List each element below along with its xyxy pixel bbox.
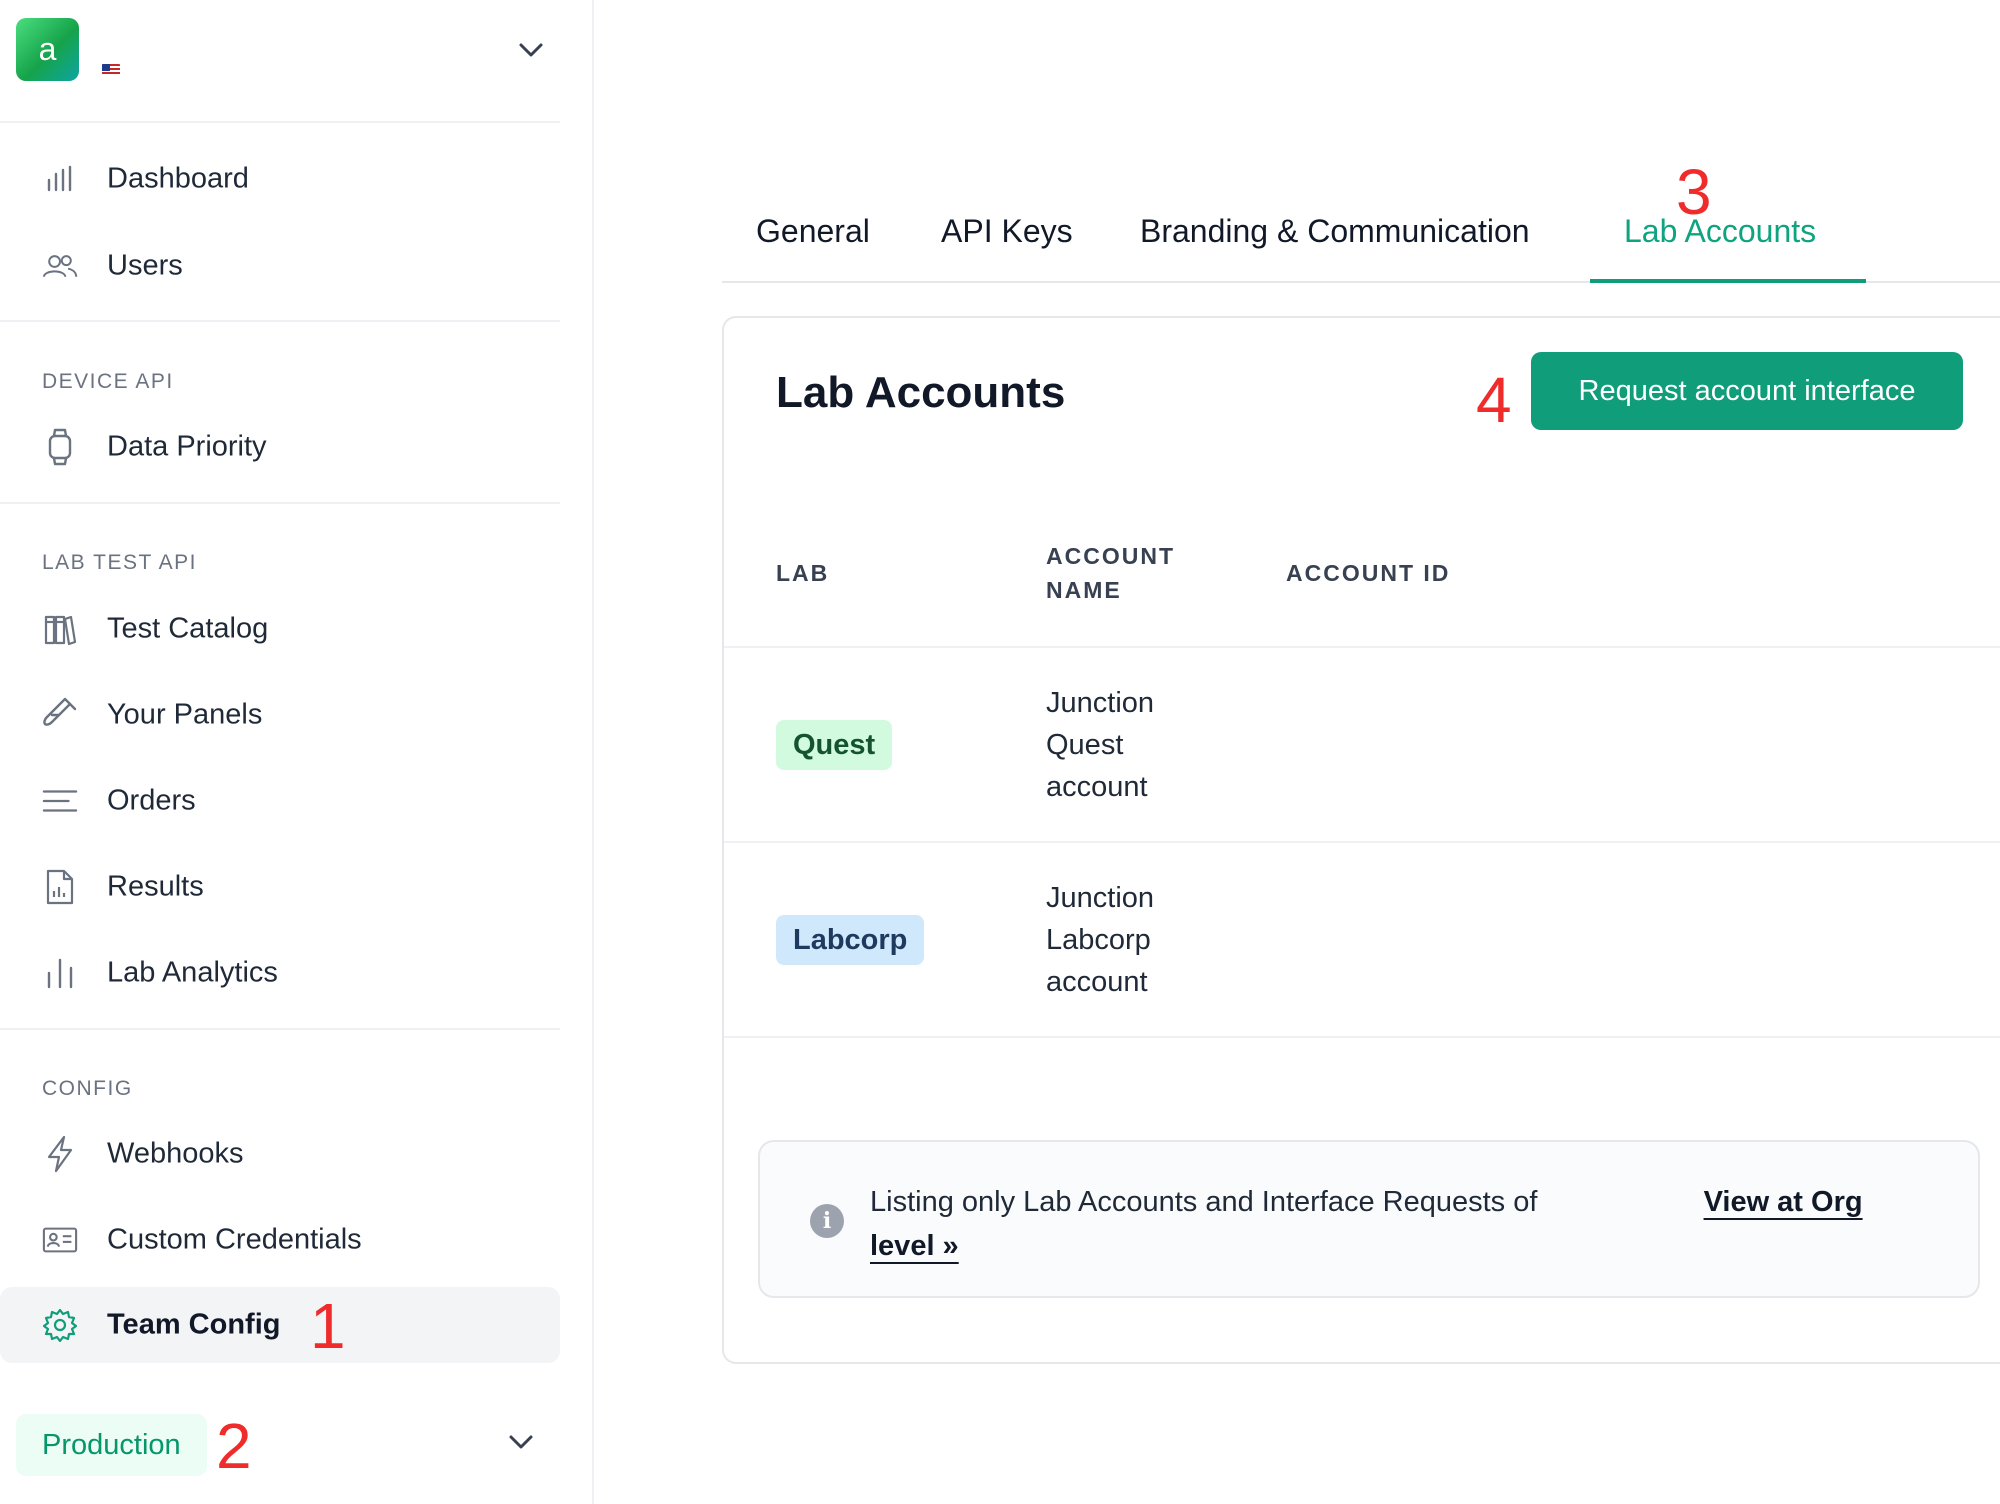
list-icon [42,783,78,819]
account-name-line: Junction [1046,882,1155,914]
settings-tabs: General API Keys Branding & Communicatio… [722,180,2000,283]
analytics-icon [42,955,78,991]
active-tab-indicator [1590,279,1866,283]
column-header-account-name-line2: NAME [1046,577,1122,603]
gear-icon [42,1307,78,1343]
tab-lab-accounts[interactable]: Lab Accounts [1624,213,1817,249]
sidebar-item-your-panels[interactable]: Your Panels [0,677,560,753]
sidebar-item-webhooks[interactable]: Webhooks [0,1116,560,1192]
chevron-down-icon[interactable] [508,1434,534,1455]
sidebar-item-label: Dashboard [107,162,249,195]
sidebar-item-label: Webhooks [107,1137,244,1170]
info-text: Listing only Lab Accounts and Interface … [870,1180,1930,1268]
info-icon: i [810,1204,844,1238]
request-account-interface-button[interactable]: Request account interface [1531,352,1963,430]
sidebar-item-team-config[interactable]: Team Config [0,1287,560,1363]
info-message: Listing only Lab Accounts and Interface … [870,1186,1538,1218]
account-name-line: Labcorp [1046,924,1151,956]
users-icon [42,248,78,284]
page-title: Lab Accounts [776,368,1066,417]
account-name: Junction Quest account [1046,682,1246,808]
column-header-account-name-line1: ACCOUNT [1046,543,1175,569]
divider [0,320,560,322]
column-header-account-id: ACCOUNT ID [1286,560,1451,586]
lightning-icon [42,1135,78,1173]
tab-general[interactable]: General [756,213,870,249]
sidebar-item-label: Data Priority [107,430,267,463]
sidebar-item-label: Results [107,870,204,903]
sidebar-item-dashboard[interactable]: Dashboard [0,141,560,217]
annotation-1: 1 [310,1290,346,1362]
sidebar-item-orders[interactable]: Orders [0,763,560,839]
view-at-org-level-link[interactable]: View at Org level » [870,1186,1863,1262]
info-banner: i Listing only Lab Accounts and Interfac… [758,1140,1980,1298]
account-name-line: account [1046,771,1148,803]
test-tube-icon [42,697,78,733]
account-name: Junction Labcorp account [1046,877,1246,1003]
environment-badge[interactable]: Production [16,1414,207,1476]
annotation-3: 3 [1676,156,1712,228]
sidebar-item-lab-analytics[interactable]: Lab Analytics [0,935,560,1011]
org-switcher[interactable]: a [16,18,546,82]
sidebar-item-label: Custom Credentials [107,1223,362,1256]
tab-branding-communication[interactable]: Branding & Communication [1140,213,1530,249]
row-divider [724,841,2000,843]
sidebar-item-label: Your Panels [107,698,263,731]
account-name-line: account [1046,966,1148,998]
chevron-down-icon[interactable] [518,42,544,63]
environment-switcher[interactable]: Production [16,1414,546,1476]
us-flag-icon [102,64,120,76]
sidebar-item-label: Test Catalog [107,612,269,645]
sidebar-item-results[interactable]: Results [0,849,560,925]
sidebar-item-label: Orders [107,784,196,817]
column-header-account-name: ACCOUNT NAME [1046,539,1175,607]
sidebar-item-data-priority[interactable]: Data Priority [0,409,560,485]
sidebar: a Dashboard Users DEVICE API Data Priori… [0,0,594,1504]
sidebar-item-label: Team Config [107,1308,281,1341]
section-title-device-api: DEVICE API [42,370,174,393]
sidebar-item-test-catalog[interactable]: Test Catalog [0,591,560,667]
tab-api-keys[interactable]: API Keys [941,213,1073,249]
sidebar-item-users[interactable]: Users [0,228,560,304]
book-icon [42,611,78,647]
row-divider [724,646,2000,648]
column-header-lab: LAB [776,560,830,586]
lab-badge-quest: Quest [776,720,893,770]
divider [0,121,560,123]
report-icon [42,869,78,905]
org-avatar: a [16,18,79,81]
account-name-line: Quest [1046,729,1124,761]
sidebar-item-custom-credentials[interactable]: Custom Credentials [0,1202,560,1278]
sidebar-item-label: Lab Analytics [107,956,278,989]
account-name-line: Junction [1046,687,1155,719]
lab-accounts-card: Lab Accounts Request account interface L… [722,316,2000,1364]
lab-badge-labcorp: Labcorp [776,915,925,965]
annotation-4: 4 [1476,364,1512,436]
section-title-lab-test-api: LAB TEST API [42,551,197,574]
bar-chart-icon [42,161,78,197]
section-title-config: CONFIG [42,1077,133,1100]
sidebar-item-label: Users [107,249,183,282]
divider [0,1028,560,1030]
id-card-icon [42,1222,78,1258]
divider [0,502,560,504]
annotation-2: 2 [216,1410,252,1482]
watch-icon [42,428,78,466]
row-divider [724,1036,2000,1038]
